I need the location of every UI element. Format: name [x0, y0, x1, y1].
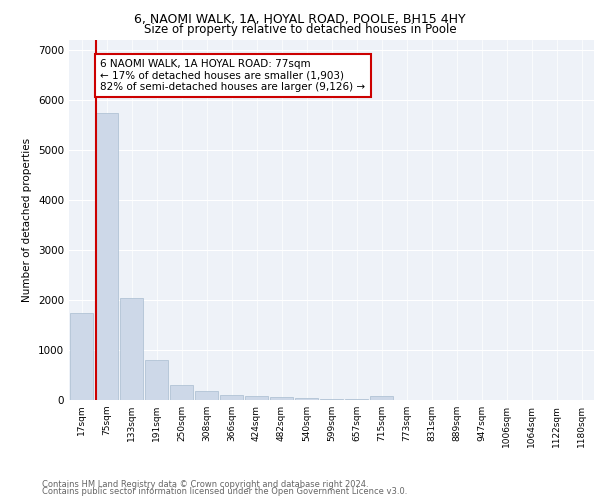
Bar	[295, 398, 318, 400]
Text: 6, NAOMI WALK, 1A, HOYAL ROAD, POOLE, BH15 4HY: 6, NAOMI WALK, 1A, HOYAL ROAD, POOLE, BH…	[134, 12, 466, 26]
Bar	[120, 298, 143, 400]
Bar	[370, 396, 393, 400]
Text: 6 NAOMI WALK, 1A HOYAL ROAD: 77sqm
← 17% of detached houses are smaller (1,903)
: 6 NAOMI WALK, 1A HOYAL ROAD: 77sqm ← 17%…	[100, 59, 365, 92]
Bar	[270, 397, 293, 400]
Y-axis label: Number of detached properties: Number of detached properties	[22, 138, 32, 302]
Text: Contains public sector information licensed under the Open Government Licence v3: Contains public sector information licen…	[42, 488, 407, 496]
Bar	[220, 395, 243, 400]
Text: Size of property relative to detached houses in Poole: Size of property relative to detached ho…	[143, 22, 457, 36]
Bar	[345, 399, 368, 400]
Bar	[170, 385, 193, 400]
Bar	[145, 360, 168, 400]
Bar	[320, 399, 343, 400]
Bar	[245, 396, 268, 400]
Bar	[70, 312, 93, 400]
Text: Contains HM Land Registry data © Crown copyright and database right 2024.: Contains HM Land Registry data © Crown c…	[42, 480, 368, 489]
Bar	[95, 112, 118, 400]
Bar	[195, 391, 218, 400]
